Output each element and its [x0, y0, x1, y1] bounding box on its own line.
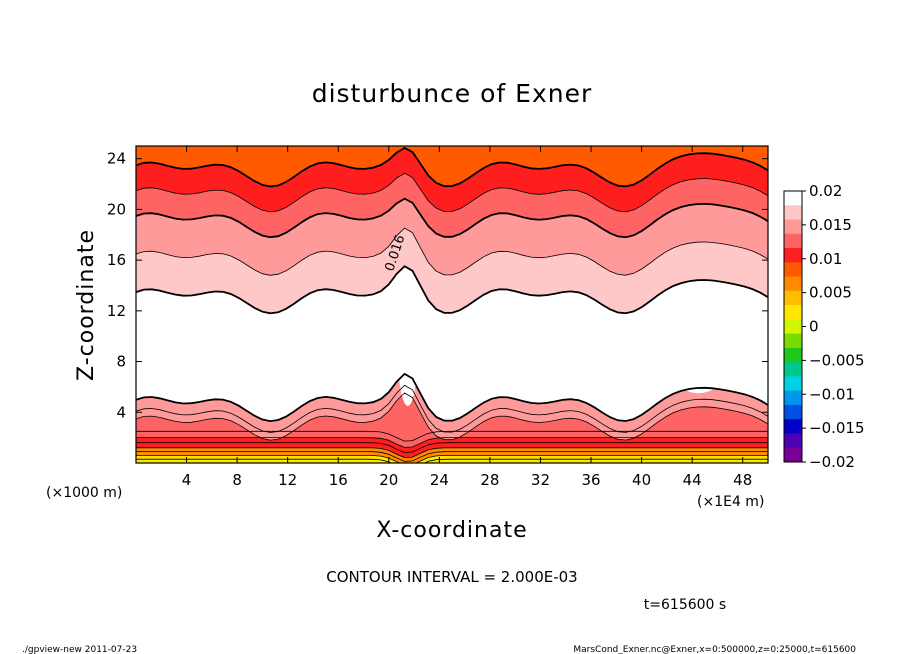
contour-line: [136, 447, 768, 459]
contour-line: [136, 458, 768, 463]
x-tick-label: 12: [278, 471, 297, 489]
colorbar-tick-label: −0.02: [809, 453, 855, 471]
colorbar-swatch: [784, 419, 802, 434]
colorbar-swatch: [784, 262, 802, 278]
x-tick-label: 40: [632, 471, 651, 489]
field-maximum-blob: [558, 364, 586, 390]
y-tick-label: 20: [107, 200, 126, 218]
colorbar-tick-label: 0.015: [809, 216, 852, 234]
field-maximum-blob: [136, 342, 200, 394]
colorbar-swatch: [784, 390, 802, 406]
y-axis-title: Z-coordinate: [74, 229, 99, 381]
x-unit-right-label: (×1E4 m): [697, 494, 764, 510]
contour-line: [136, 442, 768, 453]
contour-line: [136, 392, 768, 441]
colorbar-swatch: [784, 333, 802, 349]
x-tick-label: 48: [733, 471, 752, 489]
contour-line: [136, 197, 768, 239]
colorbar-swatch: [784, 404, 802, 420]
colorbar-tick-label: −0.015: [809, 419, 865, 437]
x-tick-label: 36: [581, 471, 600, 489]
colorbar-tick-label: 0: [809, 318, 819, 336]
contour-line: [136, 451, 768, 462]
y-tick-label: 12: [107, 302, 126, 320]
x-tick-label: 28: [480, 471, 499, 489]
field-band: [136, 228, 768, 314]
colorbar-swatch: [784, 447, 802, 463]
colorbar-swatch: [784, 433, 802, 449]
x-tick-label: 4: [182, 471, 192, 489]
colorbar-tick-label: 0.005: [809, 284, 852, 302]
y-axis: 4 8 12 16 20 24: [107, 150, 768, 421]
x-tick-label: 32: [531, 471, 550, 489]
colorbar-swatch: [784, 305, 802, 320]
contour-line: [136, 227, 768, 276]
field-band: [136, 455, 768, 463]
field-band: [136, 316, 768, 422]
footer-left-text: ./gpview-new 2011-07-23: [22, 645, 137, 654]
contour-line: [136, 265, 768, 315]
colorbar-swatch: [784, 376, 802, 392]
plot-frame: [135, 145, 769, 464]
field-band: [136, 173, 768, 238]
x-tick-label: 20: [379, 471, 398, 489]
y-tick-label: 8: [116, 353, 126, 371]
x-axis: 4 8 12 16 20 24 28 32 36 40 44 48: [182, 146, 752, 489]
contour-line: [136, 384, 768, 433]
colorbar-swatch: [784, 233, 802, 249]
field-maximum-blob: [252, 355, 298, 394]
y-tick-label: 24: [107, 150, 126, 168]
field-maximum-blob: [591, 364, 667, 390]
colorbar-swatch: [784, 219, 802, 235]
field-maximum-blob: [333, 362, 356, 391]
contour-interval-text: CONTOUR INTERVAL = 2.000E-03: [326, 568, 577, 586]
colorbar-tick-label: 0.02: [809, 182, 842, 200]
field-band: [136, 266, 768, 364]
y-tick-label: 16: [107, 251, 126, 269]
field-band: [136, 373, 768, 441]
footer-right-text: MarsCond_Exner.nc@Exner,x=0:500000,z=0:2…: [573, 645, 856, 654]
contour-line: [136, 455, 768, 463]
colorbar-swatch: [784, 347, 802, 363]
colorbar-swatch: [784, 319, 802, 335]
colorbar-swatch: [784, 248, 802, 263]
contour-line: [136, 437, 768, 448]
field-band: [136, 393, 768, 448]
colorbar: [783, 190, 803, 463]
x-tick-label: 44: [683, 471, 702, 489]
colorbar-swatch: [784, 290, 802, 306]
contour-lines: [136, 146, 768, 463]
x-axis-title: X-coordinate: [376, 518, 527, 543]
x-unit-left-label: (×1000 m): [46, 485, 122, 501]
contour-field: [136, 146, 768, 463]
colorbar-swatch: [784, 205, 802, 221]
x-tick-label: 8: [232, 471, 242, 489]
field-maximum-blob: [397, 291, 418, 406]
field-maximum-blob: [497, 364, 521, 390]
field-maximum-blob: [660, 291, 737, 394]
colorbar-tick-label: −0.005: [809, 351, 865, 369]
colorbar-swatch: [784, 362, 802, 377]
x-tick-label: 16: [329, 471, 348, 489]
colorbar-tick-label: 0.01: [809, 250, 842, 268]
field-band: [136, 147, 768, 212]
x-tick-label: 24: [430, 471, 449, 489]
colorbar-labels: 0.02 0.015 0.01 0.005 0 −0.005 −0.01 −0.015 −0.0…: [802, 182, 865, 471]
contour-line: [136, 372, 768, 423]
colorbar-tick-label: −0.01: [809, 385, 855, 403]
contour-line: [136, 172, 768, 213]
time-text: t=615600 s: [644, 597, 726, 613]
contour-line: [136, 430, 768, 442]
contour-line: [136, 146, 768, 188]
colorbar-swatch: [784, 276, 802, 292]
colorbar-swatch: [784, 191, 802, 206]
chart-title: disturbunce of Exner: [312, 79, 593, 108]
y-tick-label: 4: [116, 403, 126, 421]
